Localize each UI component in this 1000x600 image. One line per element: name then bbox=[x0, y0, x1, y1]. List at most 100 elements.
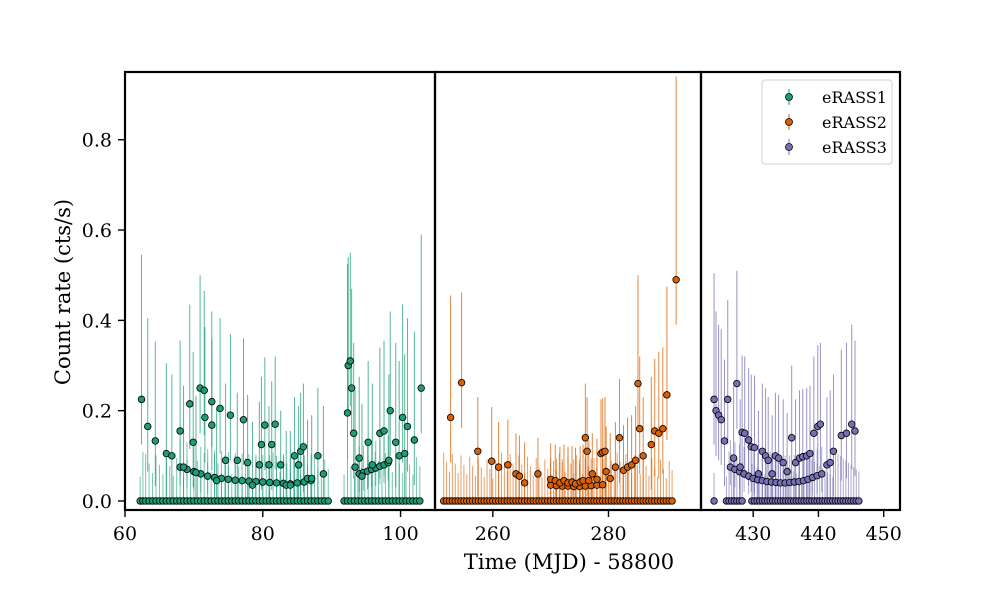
x-tick-label: 440 bbox=[800, 523, 836, 545]
data-point bbox=[744, 436, 753, 444]
data-point bbox=[294, 461, 303, 469]
data-point bbox=[855, 497, 863, 505]
data-point bbox=[243, 458, 252, 467]
data-point bbox=[386, 406, 394, 415]
data-point bbox=[231, 476, 239, 484]
data-point bbox=[474, 447, 482, 455]
data-point bbox=[355, 454, 363, 462]
data-point bbox=[601, 447, 609, 455]
data-point bbox=[299, 443, 308, 451]
data-point bbox=[416, 497, 424, 505]
data-point bbox=[189, 438, 197, 446]
data-point bbox=[368, 461, 377, 469]
data-point bbox=[314, 452, 322, 460]
y-axis-label: Count rate (cts/s) bbox=[51, 199, 75, 385]
data-point bbox=[346, 357, 354, 365]
legend-label: eRASS2 bbox=[822, 113, 887, 132]
data-point bbox=[659, 425, 667, 433]
data-point bbox=[192, 468, 200, 477]
data-point bbox=[741, 429, 749, 437]
x-axis-label: Time (MJD) - 58800 bbox=[464, 550, 674, 574]
data-point bbox=[636, 425, 644, 433]
plot-area bbox=[439, 76, 680, 505]
data-point bbox=[672, 276, 680, 284]
data-point bbox=[351, 463, 359, 471]
data-point bbox=[265, 461, 273, 469]
data-point bbox=[487, 457, 496, 465]
data-point bbox=[400, 449, 409, 458]
data-point bbox=[534, 470, 542, 478]
data-point bbox=[144, 422, 152, 431]
data-point bbox=[324, 497, 332, 505]
panels-layer: 60 80 100 260 280 430 440 450 bbox=[113, 76, 902, 545]
data-point bbox=[398, 413, 407, 422]
data-point bbox=[203, 472, 212, 480]
data-point bbox=[255, 461, 264, 469]
data-point bbox=[736, 463, 744, 471]
data-point bbox=[581, 434, 590, 442]
x-tick-label: 280 bbox=[590, 523, 626, 545]
y-tick-label: 0.4 bbox=[82, 310, 112, 332]
panel-frame-2 bbox=[433, 70, 703, 512]
x-tick-label: 430 bbox=[735, 523, 771, 545]
data-point bbox=[226, 411, 235, 419]
data-point bbox=[631, 456, 640, 465]
data-point bbox=[268, 440, 276, 449]
data-point bbox=[410, 436, 419, 444]
data-point bbox=[238, 476, 246, 485]
data-point bbox=[347, 384, 356, 392]
legend: eRASS1 eRASS2 eRASS3 bbox=[761, 79, 893, 165]
data-point bbox=[588, 470, 596, 478]
data-point bbox=[783, 467, 791, 476]
data-point bbox=[224, 475, 233, 483]
data-point bbox=[818, 470, 826, 478]
data-point bbox=[403, 422, 412, 431]
data-point bbox=[710, 395, 718, 404]
data-point bbox=[598, 481, 607, 489]
data-point bbox=[358, 472, 366, 480]
data-point bbox=[392, 438, 400, 446]
data-point bbox=[710, 497, 718, 505]
data-point bbox=[585, 476, 593, 485]
legend-box bbox=[761, 79, 893, 165]
data-point bbox=[272, 479, 281, 487]
data-point bbox=[179, 463, 188, 471]
data-point bbox=[768, 470, 776, 478]
data-point bbox=[151, 437, 160, 445]
data-point bbox=[851, 427, 859, 435]
data-point bbox=[602, 467, 610, 476]
data-point bbox=[829, 447, 838, 455]
data-point bbox=[764, 456, 772, 465]
legend-entries: eRASS1 eRASS2 eRASS3 bbox=[785, 88, 887, 157]
data-point bbox=[233, 456, 241, 465]
data-point bbox=[259, 478, 267, 486]
data-point bbox=[729, 454, 738, 462]
data-point bbox=[293, 479, 301, 487]
data-point bbox=[606, 474, 614, 483]
data-point bbox=[826, 458, 834, 467]
data-point bbox=[216, 404, 224, 413]
panel-3: 430 440 450 bbox=[710, 270, 902, 545]
panel-2: 260 280 bbox=[439, 76, 680, 545]
data-point bbox=[186, 400, 194, 408]
legend-label: eRASS3 bbox=[822, 138, 887, 157]
data-point bbox=[634, 379, 642, 388]
y-tick-label: 0.8 bbox=[82, 130, 112, 152]
data-point bbox=[307, 474, 316, 483]
data-point bbox=[276, 461, 285, 469]
data-point bbox=[720, 437, 729, 445]
data-point bbox=[286, 481, 295, 489]
data-point bbox=[668, 497, 676, 505]
data-point bbox=[200, 386, 208, 395]
data-point bbox=[504, 461, 512, 469]
x-tick-label: 450 bbox=[866, 523, 902, 545]
x-tick-label: 80 bbox=[251, 523, 275, 545]
data-point bbox=[261, 421, 269, 429]
data-point bbox=[754, 470, 763, 478]
data-point bbox=[717, 415, 725, 424]
data-point bbox=[208, 397, 216, 406]
y-tick-label: 0.6 bbox=[82, 220, 112, 242]
data-point bbox=[750, 443, 759, 452]
data-point bbox=[774, 454, 783, 462]
